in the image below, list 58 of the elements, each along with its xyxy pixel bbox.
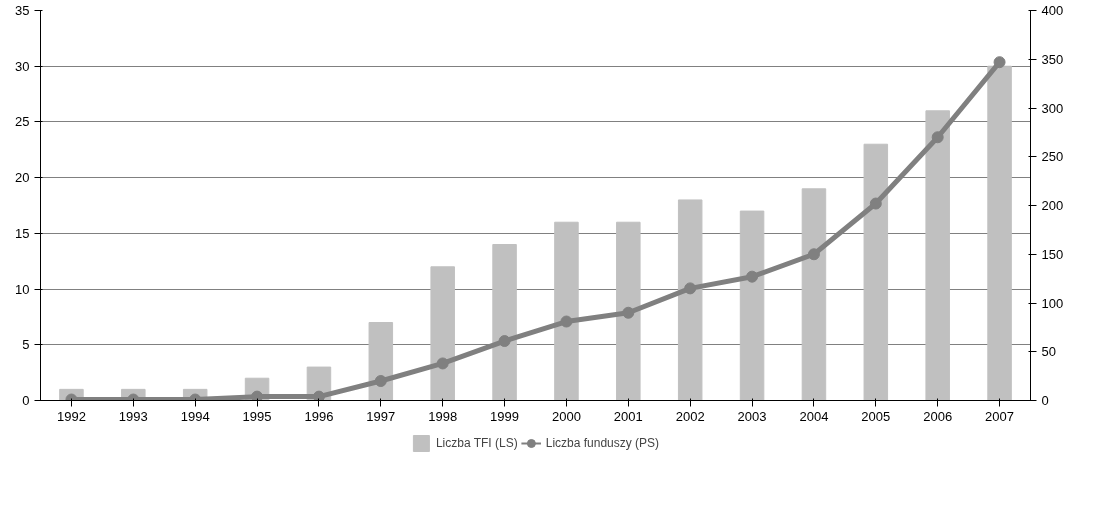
bar — [801, 188, 827, 401]
x-tick-label: 2003 — [737, 408, 767, 424]
y2-tick-label: 0 — [1041, 393, 1049, 408]
y2-tick-label: 250 — [1041, 149, 1064, 165]
x-tick-label: 1998 — [428, 408, 458, 424]
legend-label: Liczba TFI (LS) — [435, 436, 518, 450]
x-tick-label: 2002 — [675, 408, 705, 424]
x-tick-label: 1997 — [366, 408, 396, 424]
point — [807, 248, 820, 261]
point — [560, 315, 573, 328]
y2-tick-label: 200 — [1041, 198, 1064, 213]
point — [993, 56, 1006, 69]
x-tick-label: 1999 — [490, 408, 520, 424]
y2-tick-label: 400 — [1041, 3, 1064, 18]
point — [436, 357, 449, 370]
point — [498, 335, 511, 348]
point — [622, 306, 635, 319]
y2-tick-label: 50 — [1041, 344, 1056, 360]
bar — [492, 244, 517, 401]
point — [312, 390, 325, 401]
bar — [554, 221, 579, 401]
x-tick-label: 2007 — [985, 408, 1015, 424]
x-tick-label: 2006 — [923, 408, 953, 424]
bar — [925, 110, 950, 401]
y-tick-label: 35 — [15, 3, 30, 18]
x-tick-label: 1992 — [56, 408, 86, 424]
y-tick-label: 0 — [22, 393, 30, 408]
bar — [430, 266, 455, 401]
y2-tick-label: 150 — [1041, 246, 1064, 262]
x-tick-label: 1995 — [242, 408, 272, 424]
x-tick-label: 2000 — [551, 408, 581, 424]
x-tick-label: 1994 — [180, 408, 210, 424]
y-tick-label: 30 — [15, 58, 30, 74]
bar — [616, 221, 641, 401]
y-tick-label: 25 — [15, 114, 30, 130]
point — [869, 197, 882, 210]
x-tick-label: 2001 — [613, 408, 643, 424]
point — [931, 131, 944, 144]
x-tick-label: 2004 — [799, 408, 829, 424]
y2-tick-label: 300 — [1041, 100, 1064, 116]
x-tick-label: 2005 — [861, 408, 891, 424]
y-tick-label: 15 — [15, 225, 30, 241]
bar — [739, 210, 765, 401]
point — [374, 375, 387, 387]
y-tick-label: 20 — [15, 170, 30, 186]
y2-tick-label: 350 — [1041, 51, 1064, 67]
y2-tick-label: 100 — [1041, 295, 1064, 311]
x-tick-label: 1993 — [118, 408, 148, 424]
y-tick-label: 5 — [22, 337, 30, 353]
x-tick-label: 1996 — [304, 408, 334, 424]
bar — [863, 143, 889, 401]
bar — [677, 199, 703, 401]
y-tick-label: 10 — [15, 281, 30, 297]
legend-label: Liczba funduszy (PS) — [545, 436, 660, 450]
point — [746, 270, 759, 283]
point — [684, 282, 697, 295]
bar — [987, 65, 1012, 401]
point — [251, 390, 264, 401]
